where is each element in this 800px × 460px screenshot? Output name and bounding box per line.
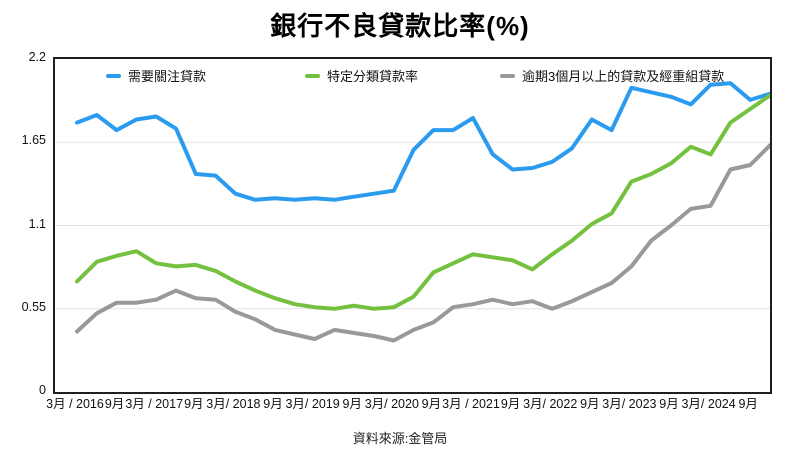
y-tick-label: 2.2	[28, 50, 46, 64]
x-tick-label: 9月	[500, 397, 521, 411]
chart-title: 銀行不良貸款比率(%)	[270, 11, 530, 41]
source-note: 資料來源:金管局	[352, 431, 448, 446]
x-tick-label: 3月 / 2017	[125, 397, 184, 411]
legend-dash-gray-icon	[500, 73, 515, 78]
legend-item-overdue[interactable]: 逾期3個月以上的貸款及經重組貸款	[500, 66, 724, 85]
x-tick-label: 9月	[263, 397, 283, 411]
x-tick-label: 9月	[421, 397, 442, 411]
x-tick-label: 9月	[580, 397, 600, 411]
y-tick-label: 0.55	[21, 299, 46, 314]
chart-canvas	[55, 81, 770, 343]
x-tick-label: 9月	[738, 397, 758, 411]
legend-item-classified[interactable]: 特定分類貸款率	[305, 66, 418, 85]
legend-label: 特定分類貸款率	[327, 69, 419, 84]
x-tick-label: 3月/ 2020	[364, 397, 419, 411]
series-line-1	[75, 93, 770, 311]
plot-area	[53, 57, 772, 394]
legend-label: 逾期3個月以上的貸款及經重組貸款	[522, 69, 725, 84]
y-tick-label: 0	[39, 383, 46, 397]
x-tick-label: 3月/ 2018	[206, 397, 261, 411]
x-tick-label: 3月 / 2016	[46, 397, 104, 411]
legend-item-special-mention[interactable]: 需要關注貸款	[106, 66, 206, 85]
legend-dash-blue-icon	[106, 73, 121, 78]
x-tick-label: 3月/ 2023	[602, 397, 657, 411]
legend-dash-green-icon	[305, 73, 320, 78]
series-line-0	[75, 81, 770, 202]
x-tick-label: 9月	[342, 397, 362, 411]
x-tick-label: 9月	[659, 397, 679, 411]
x-tick-label: 9月	[104, 397, 125, 411]
x-tick-label: 3月 / 2021	[442, 397, 500, 411]
legend-label: 需要關注貸款	[128, 69, 207, 84]
x-tick-label: 3月/ 2019	[285, 397, 340, 411]
y-tick-label: 1.65	[21, 133, 46, 148]
y-tick-label: 1.1	[28, 216, 46, 231]
x-tick-label: 9月	[184, 397, 204, 411]
x-tick-label: 3月/ 2024	[681, 397, 736, 411]
series-line-2	[75, 143, 770, 343]
x-tick-label: 3月/ 2022	[523, 397, 578, 411]
